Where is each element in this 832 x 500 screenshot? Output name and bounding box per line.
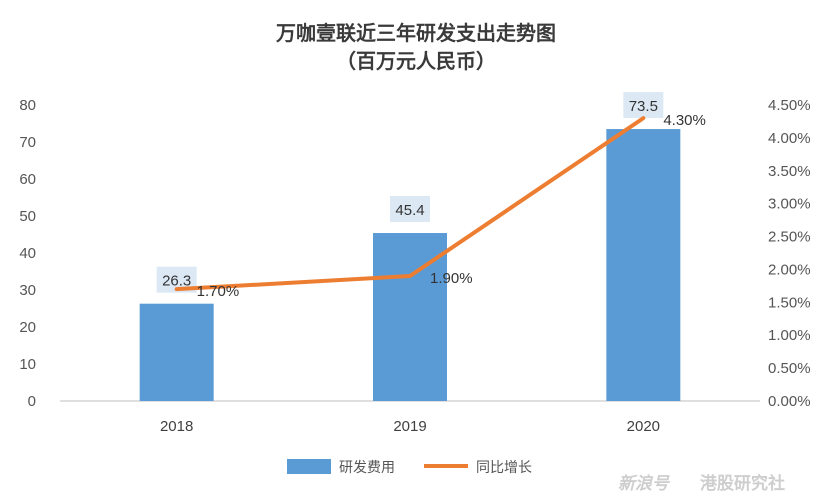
line-data-labels: 1.70% 1.90% 4.30% <box>197 112 706 300</box>
left-tick-label: 50 <box>19 208 36 225</box>
legend-label-line: 同比增长 <box>476 460 532 476</box>
left-tick-label: 0 <box>28 393 36 410</box>
left-tick-label: 80 <box>19 97 36 114</box>
line-data-label: 1.90% <box>430 270 473 287</box>
bar <box>606 129 681 402</box>
right-y-axis: 0.00% 0.50% 1.00% 1.50% 2.00% 2.50% 3.00% 3.50%… <box>768 97 811 410</box>
right-tick-label: 1.50% <box>768 294 811 311</box>
right-tick-label: 1.00% <box>768 327 811 344</box>
x-tick-label: 2019 <box>393 418 426 435</box>
bar <box>139 303 214 401</box>
left-tick-label: 60 <box>19 171 36 188</box>
legend-label-bar: 研发费用 <box>339 460 395 476</box>
chart-title-line2: （百万元人民币） <box>336 49 496 73</box>
right-tick-label: 4.00% <box>768 130 811 147</box>
left-tick-label: 20 <box>19 319 36 336</box>
x-axis: 2018 2019 2020 <box>160 418 660 435</box>
bar-data-label: 26.3 <box>162 273 191 290</box>
line-data-label: 1.70% <box>197 283 240 300</box>
bar-data-label: 73.5 <box>629 98 658 115</box>
bar-label-bg <box>623 92 664 119</box>
left-y-axis: 0 10 20 30 40 50 60 70 80 <box>19 97 36 410</box>
right-tick-label: 4.50% <box>768 97 811 114</box>
watermark: 新浪号 港股研究社 <box>618 473 785 494</box>
right-tick-label: 0.50% <box>768 360 811 377</box>
right-tick-label: 3.50% <box>768 163 811 180</box>
left-tick-label: 10 <box>19 356 36 373</box>
legend-swatch-bar <box>287 459 331 474</box>
watermark-logo: 新浪号 <box>618 474 671 494</box>
line-series <box>174 116 646 292</box>
left-tick-label: 70 <box>19 134 36 151</box>
right-tick-label: 2.00% <box>768 261 811 278</box>
left-tick-label: 30 <box>19 282 36 299</box>
chart-title-line1: 万咖壹联近三年研发支出走势图 <box>275 21 556 45</box>
x-tick-label: 2018 <box>160 418 193 435</box>
line-data-label: 4.30% <box>663 112 706 129</box>
legend: 研发费用 同比增长 <box>287 459 532 476</box>
x-tick-label: 2020 <box>627 418 660 435</box>
bar-series <box>139 129 681 402</box>
watermark-brand: 港股研究社 <box>700 473 785 494</box>
left-tick-label: 40 <box>19 245 36 262</box>
right-tick-label: 3.00% <box>768 196 811 213</box>
right-tick-label: 2.50% <box>768 229 811 246</box>
right-tick-label: 0.00% <box>768 393 811 410</box>
bar-data-label: 45.4 <box>395 202 424 219</box>
bar-label-bg <box>390 196 430 223</box>
